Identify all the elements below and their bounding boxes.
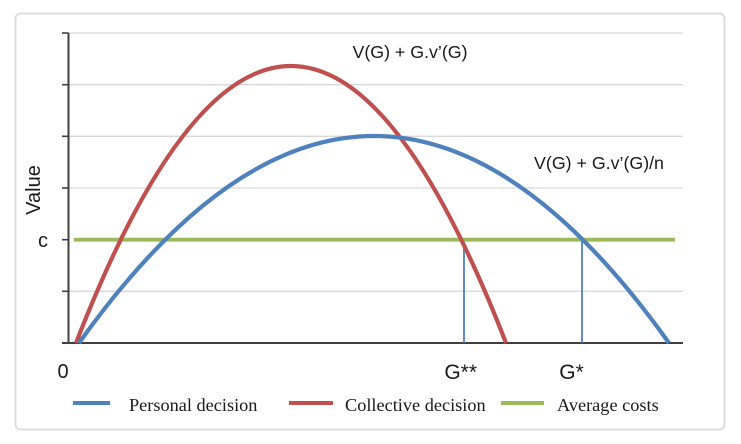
svg-text:Personal decision: Personal decision <box>129 395 257 415</box>
svg-text:V(G) + G.v’(G)/n: V(G) + G.v’(G)/n <box>534 153 664 173</box>
svg-text:Value: Value <box>23 165 45 215</box>
svg-text:Average costs: Average costs <box>557 395 659 415</box>
svg-text:Collective decision: Collective decision <box>345 395 486 415</box>
svg-text:c: c <box>38 230 48 252</box>
svg-text:G*: G* <box>559 361 584 384</box>
svg-text:0: 0 <box>57 361 68 383</box>
svg-text:V(G) + G.v’(G): V(G) + G.v’(G) <box>352 42 467 62</box>
svg-text:G**: G** <box>444 361 477 384</box>
